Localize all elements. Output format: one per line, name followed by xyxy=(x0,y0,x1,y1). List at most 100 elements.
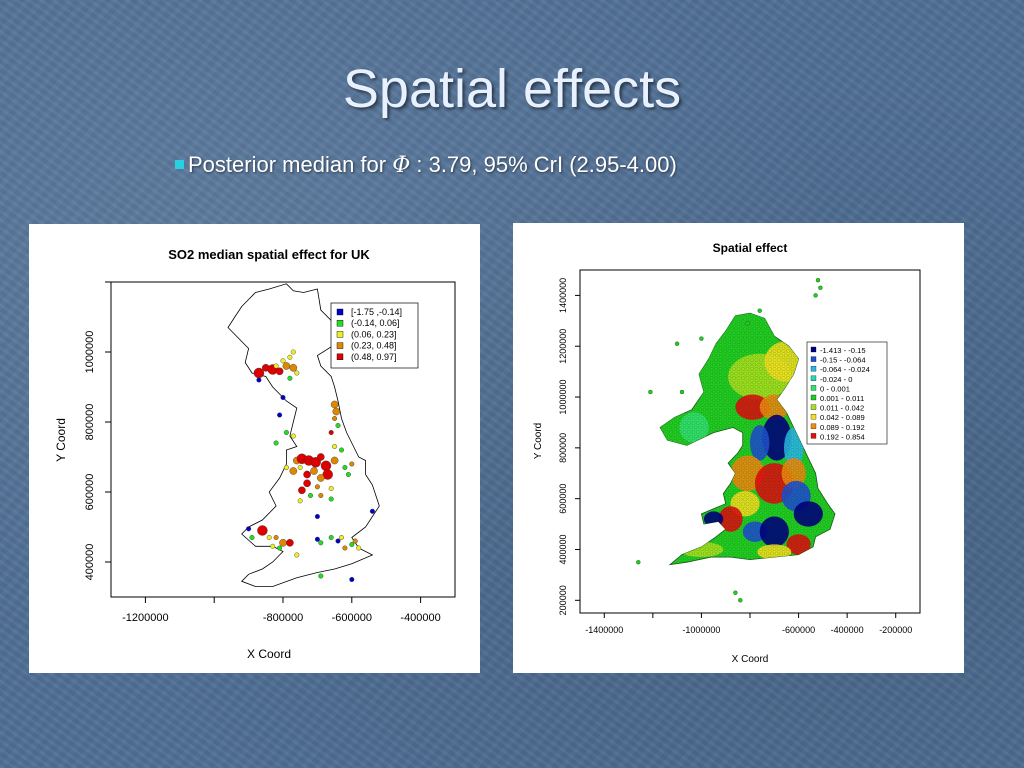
texture-dot xyxy=(836,313,839,316)
texture-dot xyxy=(618,552,621,555)
texture-dot xyxy=(901,525,904,528)
texture-dot xyxy=(824,452,829,457)
texture-dot xyxy=(836,466,839,469)
texture-dot xyxy=(861,471,864,474)
texture-dot xyxy=(714,376,718,380)
texture-dot xyxy=(770,515,775,520)
texture-dot xyxy=(664,502,669,506)
texture-dot xyxy=(735,282,738,285)
texture-dot xyxy=(892,399,895,402)
texture-dot xyxy=(725,497,730,502)
texture-dot xyxy=(680,353,685,358)
texture-dot xyxy=(716,479,721,484)
texture-dot xyxy=(795,313,799,317)
texture-dot xyxy=(600,480,603,483)
texture-dot xyxy=(824,551,829,556)
texture-dot xyxy=(761,470,766,475)
effect-region xyxy=(750,425,770,461)
texture-dot xyxy=(797,344,802,349)
texture-dot xyxy=(629,394,632,397)
texture-dot xyxy=(890,331,893,334)
texture-dot xyxy=(777,358,781,362)
texture-dot xyxy=(820,273,823,276)
texture-dot xyxy=(636,552,639,555)
texture-dot xyxy=(773,286,776,289)
texture-dot xyxy=(876,457,879,460)
texture-dot xyxy=(783,542,788,547)
texture-dot xyxy=(899,502,902,505)
texture-dot xyxy=(773,295,776,298)
texture-dot xyxy=(906,498,909,501)
texture-dot xyxy=(915,453,918,456)
texture-dot xyxy=(651,277,654,280)
texture-dot xyxy=(870,300,873,303)
texture-dot xyxy=(810,524,815,529)
texture-dot xyxy=(738,344,743,349)
texture-dot xyxy=(673,529,678,533)
texture-dot xyxy=(828,479,833,484)
texture-dot xyxy=(799,367,804,371)
texture-dot xyxy=(826,538,831,542)
texture-dot xyxy=(849,466,852,469)
texture-dot xyxy=(890,322,893,325)
texture-dot xyxy=(912,340,915,343)
texture-dot xyxy=(666,398,671,403)
texture-dot xyxy=(720,488,725,493)
texture-dot xyxy=(613,309,616,312)
texture-dot xyxy=(870,444,873,447)
texture-dot xyxy=(654,453,657,456)
texture-dot xyxy=(597,376,600,379)
texture-dot xyxy=(638,538,641,541)
texture-dot xyxy=(752,416,757,421)
texture-dot xyxy=(586,435,589,438)
texture-dot xyxy=(633,277,636,280)
texture-dot xyxy=(752,389,757,394)
texture-dot xyxy=(768,502,772,506)
texture-dot xyxy=(675,326,680,331)
texture-dot xyxy=(903,358,906,361)
texture-dot xyxy=(718,412,723,416)
texture-dot xyxy=(852,543,855,546)
texture-dot xyxy=(720,362,725,367)
texture-dot xyxy=(651,313,654,316)
texture-dot xyxy=(781,421,786,425)
texture-dot xyxy=(741,529,745,533)
texture-dot xyxy=(714,475,718,479)
texture-dot xyxy=(754,484,759,488)
texture-dot xyxy=(680,362,685,367)
texture-dot xyxy=(593,349,596,352)
texture-dot xyxy=(604,309,607,312)
texture-dot xyxy=(645,525,648,528)
texture-dot xyxy=(707,515,712,520)
texture-dot xyxy=(654,273,657,276)
texture-dot xyxy=(593,448,596,451)
texture-dot xyxy=(627,309,630,312)
texture-dot xyxy=(636,408,639,411)
texture-dot xyxy=(602,295,605,298)
texture-dot xyxy=(597,439,600,442)
texture-dot xyxy=(618,318,621,321)
texture-dot xyxy=(700,484,705,488)
texture-dot xyxy=(797,353,802,358)
texture-dot xyxy=(723,403,727,407)
texture-dot xyxy=(872,286,875,289)
texture-dot xyxy=(606,277,609,280)
texture-dot xyxy=(843,291,846,294)
texture-dot xyxy=(838,462,841,465)
texture-dot xyxy=(815,524,820,529)
texture-dot xyxy=(890,421,893,424)
texture-dot xyxy=(716,326,721,331)
texture-dot xyxy=(757,273,760,276)
texture-dot xyxy=(888,273,891,276)
texture-dot xyxy=(854,277,857,280)
texture-dot xyxy=(719,304,722,307)
texture-dot xyxy=(606,475,609,478)
texture-dot xyxy=(647,358,650,361)
texture-dot xyxy=(642,538,645,541)
texture-dot xyxy=(660,497,662,502)
texture-dot xyxy=(597,385,600,388)
texture-dot xyxy=(915,363,918,366)
texture-dot xyxy=(797,524,802,529)
texture-dot xyxy=(892,336,895,339)
texture-dot xyxy=(872,502,875,505)
